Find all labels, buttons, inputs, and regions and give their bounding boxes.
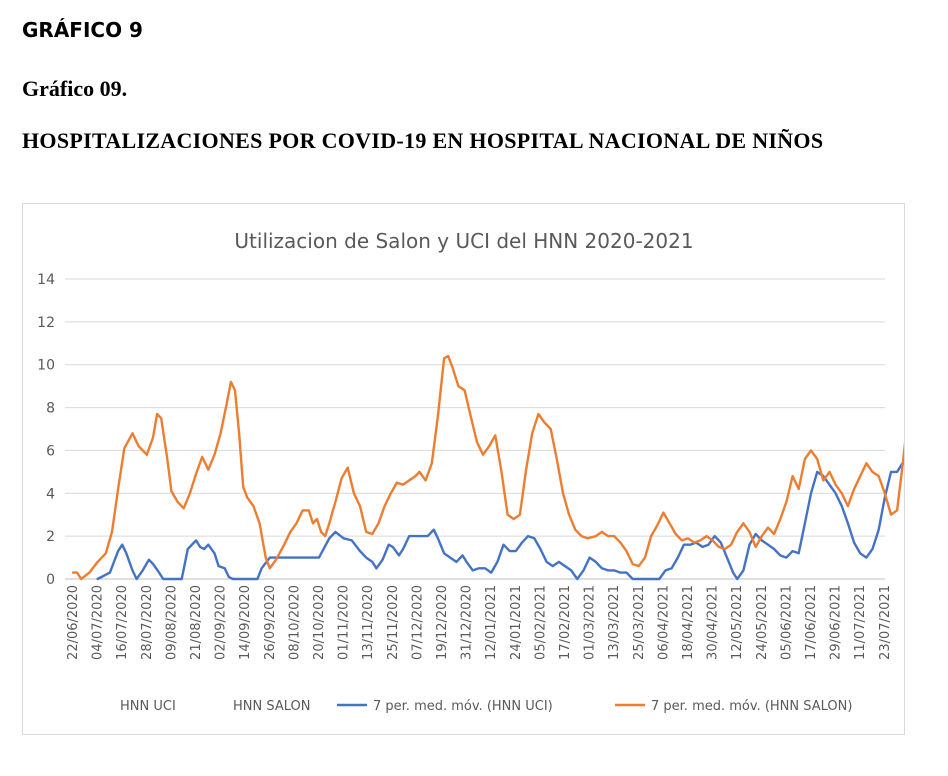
legend-label: HNN UCI (120, 699, 176, 714)
x-tick-label: 08/10/2020 (287, 585, 302, 660)
legend-label: HNN SALON (233, 699, 310, 714)
y-tick-label: 2 (46, 529, 55, 545)
x-tick-label: 12/01/2021 (484, 585, 499, 660)
y-tick-label: 0 (46, 572, 55, 588)
x-tick-label: 01/03/2021 (583, 585, 598, 660)
x-tick-label: 23/07/2021 (878, 585, 893, 660)
x-tick-label: 22/06/2020 (66, 585, 81, 660)
x-tick-label: 18/04/2021 (681, 585, 696, 660)
x-tick-label: 04/07/2020 (91, 585, 106, 660)
x-tick-label: 31/12/2020 (460, 585, 475, 660)
figure-title: HOSPITALIZACIONES POR COVID-19 EN HOSPIT… (22, 128, 824, 153)
line-chart: Utilizacion de Salon y UCI del HNN 2020-… (37, 229, 904, 714)
x-tick-label: 17/06/2021 (804, 585, 819, 660)
x-tick-label: 29/06/2021 (829, 585, 844, 660)
series-line-uci (96, 458, 904, 581)
x-tick-label: 02/09/2020 (214, 585, 229, 660)
x-tick-label: 12/05/2021 (730, 585, 745, 660)
x-tick-label: 20/10/2020 (312, 585, 327, 660)
y-tick-label: 14 (37, 272, 55, 288)
x-tick-label: 30/04/2021 (706, 585, 721, 660)
y-tick-label: 4 (46, 486, 55, 502)
x-tick-label: 26/09/2020 (263, 585, 278, 660)
section-label: GRÁFICO 9 (22, 18, 143, 42)
figure-number: Gráfico 09. (22, 76, 128, 101)
x-tick-label: 09/08/2020 (164, 585, 179, 660)
y-tick-label: 12 (37, 315, 55, 331)
x-tick-label: 25/11/2020 (386, 585, 401, 660)
y-tick-label: 10 (37, 358, 55, 374)
x-tick-label: 16/07/2020 (115, 585, 130, 660)
chart-container: Utilizacion de Salon y UCI del HNN 2020-… (22, 203, 905, 735)
x-tick-label: 05/02/2021 (533, 585, 548, 660)
x-tick-label: 06/04/2021 (656, 585, 671, 660)
series-line-salon (71, 354, 904, 581)
legend-label: 7 per. med. móv. (HNN SALON) (651, 699, 852, 714)
x-tick-label: 05/06/2021 (779, 585, 794, 660)
x-tick-label: 07/12/2020 (410, 585, 425, 660)
x-tick-label: 13/11/2020 (361, 585, 376, 660)
x-tick-label: 21/08/2020 (189, 585, 204, 660)
x-tick-label: 01/11/2020 (337, 585, 352, 660)
legend-label: 7 per. med. móv. (HNN UCI) (373, 699, 553, 714)
x-tick-label: 28/07/2020 (140, 585, 155, 660)
y-tick-label: 8 (46, 401, 55, 417)
x-tick-label: 14/09/2020 (238, 585, 253, 660)
y-tick-label: 6 (46, 443, 55, 459)
x-tick-label: 25/03/2021 (632, 585, 647, 660)
x-tick-label: 11/07/2021 (853, 585, 868, 660)
x-tick-label: 24/01/2021 (509, 585, 524, 660)
chart-title: Utilizacion de Salon y UCI del HNN 2020-… (234, 229, 693, 253)
x-tick-label: 24/05/2021 (755, 585, 770, 660)
x-tick-label: 19/12/2020 (435, 585, 450, 660)
x-tick-label: 17/02/2021 (558, 585, 573, 660)
x-tick-label: 13/03/2021 (607, 585, 622, 660)
